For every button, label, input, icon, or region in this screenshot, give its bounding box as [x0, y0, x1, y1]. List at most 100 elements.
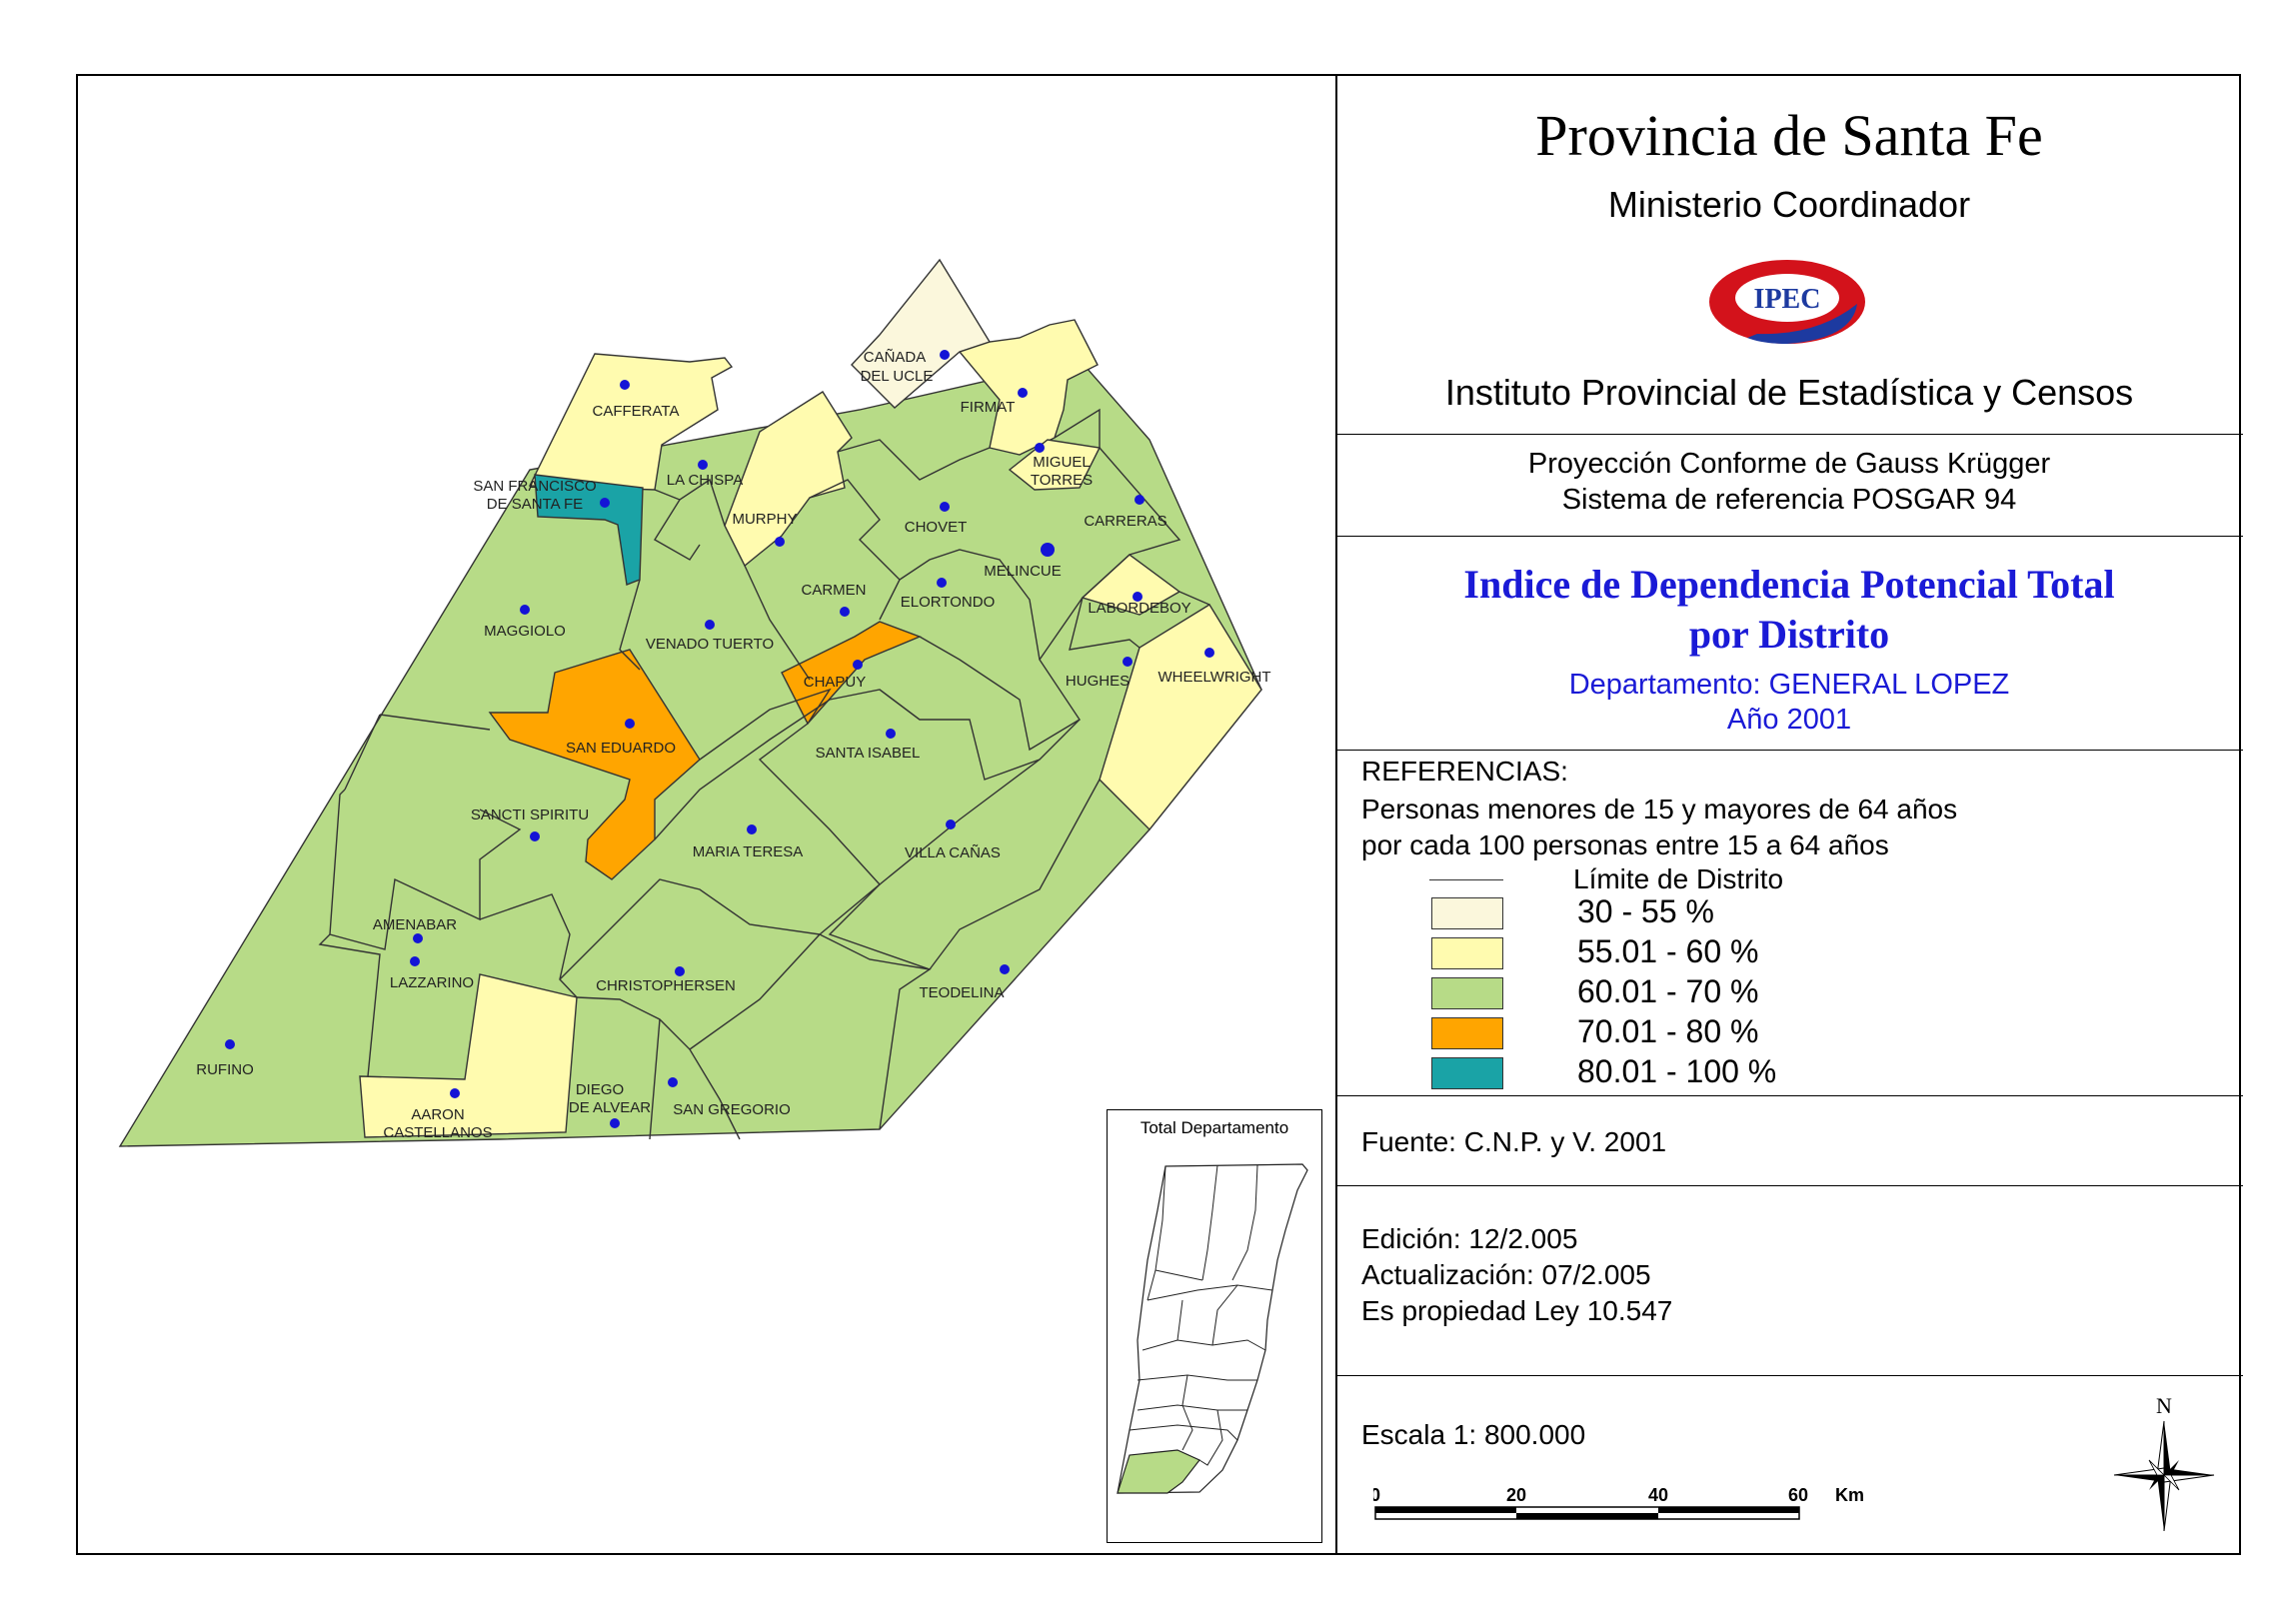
scale-tick-0: 0: [1373, 1487, 1380, 1505]
map-title: Indice de Dependencia Potencial Total po…: [1337, 560, 2241, 660]
label-maggiolo: MAGGIOLO: [484, 623, 566, 640]
logo-text: IPEC: [1754, 284, 1821, 315]
town-dot-labordeboy: [1133, 592, 1143, 602]
north-arrow: N: [2113, 1393, 2215, 1532]
edition-info: Edición: 12/2.005 Actualización: 07/2.00…: [1361, 1221, 1672, 1329]
label-carreras: CARRERAS: [1084, 513, 1166, 530]
district-san-francisco-de-santa-fe: [534, 474, 644, 586]
district-wheelwright: [1099, 604, 1262, 831]
ministry-name: Ministerio Coordinador: [1607, 184, 1971, 225]
legend-swatch-4: [1431, 1017, 1503, 1049]
scale-tick-40: 40: [1648, 1487, 1668, 1505]
boundary-label: Límite de Distrito: [1573, 863, 1784, 894]
town-dot-sancti-spiritu: [530, 831, 540, 841]
town-dot-miguel-torres: [1035, 443, 1045, 453]
institute-name: Instituto Provincial de Estadística y Ce…: [1444, 372, 2134, 413]
year: Año 2001: [1726, 704, 1852, 736]
town-dot-lazzarino: [410, 956, 420, 966]
legend-description: Personas menores de 15 y mayores de 64 a…: [1361, 792, 1957, 863]
town-dot-diego: [610, 1118, 620, 1128]
projection-info: Proyección Conforme de Gauss Krügger Sis…: [1337, 446, 2241, 518]
label-chapuy: CHAPUY: [804, 674, 867, 691]
north-label: N: [2156, 1393, 2172, 1418]
district-canada-del-ucle: [851, 258, 992, 409]
label-labordeboy: LABORDEBOY: [1088, 600, 1190, 617]
label-carmen: CARMEN: [801, 582, 866, 599]
scale-tick-20: 20: [1506, 1487, 1526, 1505]
divider: [1337, 1185, 2243, 1186]
town-dot-wheelwright: [1204, 648, 1214, 658]
label-diego-1: DIEGO: [576, 1081, 624, 1098]
town-dot-hughes: [1123, 657, 1133, 667]
town-dot-carreras: [1135, 495, 1145, 505]
legend-label-1: 30 - 55 %: [1577, 893, 1714, 929]
boundary-line-symbol: [1429, 879, 1503, 880]
legend-label-4: 70.01 - 80 %: [1577, 1013, 1759, 1049]
town-dot-chapuy: [853, 660, 863, 670]
map-title-line-2: por Distrito: [1688, 612, 1890, 657]
label-canada-1: CAÑADA: [864, 349, 927, 366]
district-labels: CAFFERATA SAN FRANCISCO DE SANTA FE LA C…: [196, 349, 1270, 1141]
label-wheelwright: WHEELWRIGHT: [1157, 669, 1270, 686]
town-dot-la-chispa: [698, 460, 708, 470]
scale-unit: Km: [1835, 1487, 1864, 1505]
label-venado-tuerto: VENADO TUERTO: [646, 636, 774, 653]
info-panel: Provincia de Santa Fe Ministerio Coordin…: [1335, 74, 2243, 1555]
map-frame: [76, 74, 2241, 1555]
edition-date: Edición: 12/2.005: [1361, 1223, 1578, 1254]
label-chovet: CHOVET: [905, 519, 968, 536]
department-info: Departamento: GENERAL LOPEZ Año 2001: [1337, 668, 2241, 738]
map-title-line-1: Indice de Dependencia Potencial Total: [1463, 562, 2115, 607]
province-title: Provincia de Santa Fe: [1535, 103, 2043, 168]
label-santa-isabel: SANTA ISABEL: [816, 745, 921, 762]
label-villa-canas: VILLA CAÑAS: [905, 844, 1001, 861]
district-san-eduardo: [488, 649, 701, 880]
label-elortondo: ELORTONDO: [901, 594, 995, 611]
town-dot-maria-teresa: [747, 824, 757, 834]
town-dot-carmen: [840, 607, 850, 617]
label-maria-teresa: MARIA TERESA: [693, 843, 804, 860]
label-la-chispa: LA CHISPA: [667, 472, 743, 489]
label-hughes: HUGHES: [1066, 673, 1130, 690]
town-dot-melincue: [1041, 543, 1055, 557]
label-lazzarino: LAZZARINO: [390, 974, 474, 991]
scale-tick-60: 60: [1788, 1487, 1808, 1505]
label-sancti-spiritu: SANCTI SPIRITU: [471, 807, 589, 823]
province-outline: [1117, 1163, 1308, 1494]
town-dot-firmat: [1018, 388, 1028, 398]
label-teodelina: TEODELINA: [919, 984, 1004, 1001]
label-san-eduardo: SAN EDUARDO: [566, 740, 676, 757]
scale-bar: 0 20 40 60 Km: [1373, 1487, 1864, 1520]
divider: [1337, 536, 2243, 537]
district-murphy: [724, 391, 853, 568]
label-san-gregorio: SAN GREGORIO: [673, 1101, 791, 1118]
label-melincue: MELINCUE: [984, 563, 1062, 580]
divider: [1337, 1375, 2243, 1376]
label-miguel-2: TORRES: [1031, 472, 1093, 489]
label-christophersen: CHRISTOPHERSEN: [596, 977, 736, 994]
inset-title: Total Departamento: [1140, 1118, 1289, 1137]
legend-label-3: 60.01 - 70 %: [1577, 973, 1759, 1009]
town-dot-amenabar: [413, 933, 423, 943]
town-dot-cafferata: [620, 380, 630, 390]
legend-desc-line-2: por cada 100 personas entre 15 a 64 años: [1361, 829, 1889, 860]
label-miguel-1: MIGUEL: [1033, 454, 1091, 471]
label-canada-2: DEL UCLE: [861, 368, 934, 385]
town-dot-maggiolo: [520, 605, 530, 615]
label-murphy: MURPHY: [732, 511, 797, 528]
label-san-francisco-1: SAN FRANCISCO: [473, 478, 596, 495]
divider: [1337, 750, 2243, 751]
inset-locator-map: Total Departamento: [1107, 1109, 1322, 1543]
town-dots: [225, 350, 1214, 1128]
town-dot-christophersen: [675, 966, 685, 976]
ipec-logo: IPEC: [1709, 260, 1865, 344]
town-dot-murphy: [775, 537, 785, 547]
label-rufino: RUFINO: [196, 1061, 254, 1078]
legend-heading: REFERENCIAS:: [1361, 756, 1568, 787]
legend-swatch-1: [1431, 897, 1503, 929]
legend-desc-line-1: Personas menores de 15 y mayores de 64 a…: [1361, 794, 1958, 824]
projection-line-1: Proyección Conforme de Gauss Krügger: [1527, 448, 2051, 480]
legend-swatch-5: [1431, 1057, 1503, 1089]
property-text: Es propiedad Ley 10.547: [1361, 1295, 1673, 1326]
legend-swatch-2: [1431, 937, 1503, 969]
